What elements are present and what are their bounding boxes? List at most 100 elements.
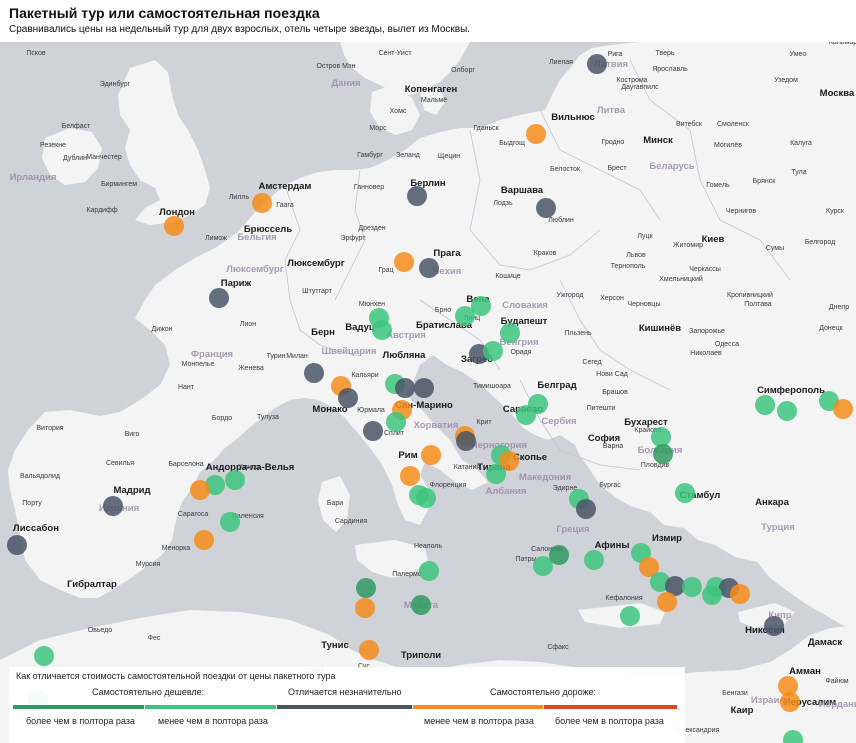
map-label: Кефалония [605, 595, 642, 602]
price-marker[interactable] [665, 576, 685, 596]
price-marker[interactable] [526, 124, 546, 144]
price-marker[interactable] [755, 395, 775, 415]
map-label: Пловдив [641, 462, 670, 469]
price-marker[interactable] [411, 595, 431, 615]
price-marker[interactable] [483, 341, 503, 361]
price-marker[interactable] [209, 288, 229, 308]
price-marker[interactable] [584, 550, 604, 570]
map-label: Сербия [541, 416, 576, 427]
map-label: Любляна [383, 350, 427, 361]
price-marker[interactable] [533, 556, 553, 576]
map-label: Дублин [63, 154, 87, 162]
price-marker[interactable] [516, 405, 536, 425]
price-marker[interactable] [764, 616, 784, 636]
map-label: Сарагоса [178, 511, 209, 518]
map-label: Сплит [384, 430, 405, 437]
price-marker[interactable] [421, 445, 441, 465]
price-marker[interactable] [355, 598, 375, 618]
map-label: Флоренция [430, 482, 467, 489]
price-marker[interactable] [395, 378, 415, 398]
map-label: Витория [36, 425, 63, 432]
price-marker[interactable] [414, 378, 434, 398]
price-marker[interactable] [833, 399, 853, 419]
map-label: Крайова [634, 426, 661, 434]
price-marker[interactable] [777, 401, 797, 421]
map-label: Сумы [766, 245, 784, 252]
price-marker[interactable] [220, 512, 240, 532]
price-marker[interactable] [419, 561, 439, 581]
map-label: Франция [191, 349, 233, 360]
price-marker[interactable] [252, 193, 272, 213]
map-label: Лилль [229, 194, 250, 201]
price-marker[interactable] [304, 363, 324, 383]
price-marker[interactable] [653, 444, 673, 464]
map-label: Лион [240, 321, 256, 328]
map-label: Файюм [825, 677, 848, 685]
price-marker[interactable] [702, 585, 722, 605]
map-label: Ярославль [652, 66, 688, 73]
map-label: Дания [331, 78, 360, 89]
map-label: Чернигов [726, 208, 757, 215]
price-marker[interactable] [164, 216, 184, 236]
price-marker[interactable] [225, 470, 245, 490]
price-marker[interactable] [419, 258, 439, 278]
price-marker[interactable] [190, 480, 210, 500]
price-marker[interactable] [407, 186, 427, 206]
price-marker[interactable] [620, 606, 640, 626]
price-marker[interactable] [780, 692, 800, 712]
map-label: Неаполь [414, 543, 442, 550]
price-marker[interactable] [471, 296, 491, 316]
price-marker[interactable] [34, 646, 54, 666]
price-marker[interactable] [682, 577, 702, 597]
price-marker[interactable] [500, 323, 520, 343]
price-marker[interactable] [486, 464, 506, 484]
price-marker[interactable] [416, 488, 436, 508]
price-marker[interactable] [356, 578, 376, 598]
map-label: Лондон [159, 207, 195, 218]
price-marker[interactable] [103, 496, 123, 516]
map-label: Тимишоара [473, 383, 511, 390]
price-marker[interactable] [456, 431, 476, 451]
map-label: Могилёв [714, 142, 742, 149]
price-marker[interactable] [651, 427, 671, 447]
map-label: Берлин [410, 178, 446, 189]
map[interactable]: Лондон Амстердам Брюссель Люксембург Париж Бе… [0, 42, 856, 743]
price-marker[interactable] [783, 730, 803, 743]
map-label: Олборг [451, 66, 475, 74]
map-label: Варшава [501, 185, 544, 196]
map-label: Литва [597, 105, 626, 116]
map-label: Бенгази [722, 690, 748, 697]
price-marker[interactable] [338, 388, 358, 408]
map-label: Тулуза [257, 414, 279, 421]
price-marker[interactable] [778, 676, 798, 696]
price-marker[interactable] [7, 535, 27, 555]
price-marker[interactable] [386, 412, 406, 432]
map-label: Прага [433, 248, 461, 259]
price-markers[interactable] [7, 54, 853, 743]
price-marker[interactable] [372, 320, 392, 340]
price-marker[interactable] [657, 592, 677, 612]
price-marker[interactable] [587, 54, 607, 74]
map-label: Гданьск [473, 125, 499, 132]
map-label: Нант [178, 384, 195, 391]
price-marker[interactable] [499, 451, 519, 471]
price-marker[interactable] [363, 421, 383, 441]
price-marker[interactable] [194, 530, 214, 550]
price-marker[interactable] [549, 545, 569, 565]
price-marker[interactable] [650, 572, 670, 592]
price-marker[interactable] [359, 640, 379, 660]
price-marker[interactable] [675, 483, 695, 503]
price-marker[interactable] [576, 499, 596, 519]
map-label: Дрезден [358, 225, 385, 232]
price-marker[interactable] [639, 557, 659, 577]
map-label: Берн [311, 327, 335, 338]
price-marker[interactable] [730, 584, 750, 604]
legend: Как отличается стоимость самостоятельной… [9, 667, 685, 743]
price-marker[interactable] [455, 306, 475, 326]
map-label: Морс [369, 125, 387, 132]
price-marker[interactable] [394, 252, 414, 272]
map-label: Сент-Уист [378, 50, 412, 57]
price-marker[interactable] [400, 466, 420, 486]
price-marker[interactable] [536, 198, 556, 218]
map-label: Кальяри [351, 372, 378, 379]
